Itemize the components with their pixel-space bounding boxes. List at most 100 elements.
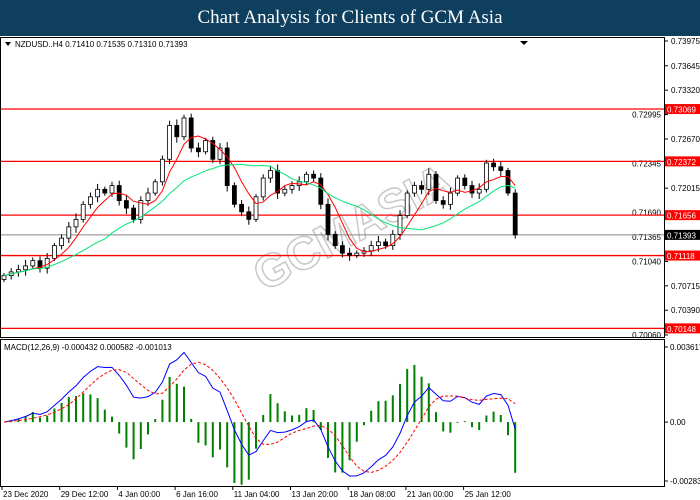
y-tick-label: 0.73975 xyxy=(671,37,700,46)
candle-body xyxy=(318,177,324,205)
level-price-label: 0.71118 xyxy=(667,252,695,261)
level-price-label: 0.72372 xyxy=(667,158,696,167)
candle-body xyxy=(95,188,100,198)
candle-body xyxy=(1,275,7,280)
candle-body xyxy=(145,192,151,201)
macd-y-tick-label: 0.00 xyxy=(670,418,686,427)
y-tick-label: 0.70390 xyxy=(671,306,700,315)
y-tick-label: 0.72345 xyxy=(632,159,661,168)
candle-body xyxy=(109,185,115,194)
x-tick-label: 21 Jan 00:00 xyxy=(407,490,454,499)
x-tick-label: 18 Jan 08:00 xyxy=(349,490,396,499)
candle-body xyxy=(210,140,216,160)
candle-body xyxy=(52,245,57,259)
candle-body xyxy=(231,185,237,205)
y-tick-label: 0.70715 xyxy=(671,282,700,291)
candle-body xyxy=(131,207,137,220)
candle-body xyxy=(203,140,209,153)
candle-body xyxy=(188,117,194,149)
candle-body xyxy=(303,173,309,183)
candle-body xyxy=(73,218,79,228)
candle-body xyxy=(368,245,374,252)
candle-body xyxy=(483,162,489,190)
level-price-label: 0.73069 xyxy=(667,106,696,115)
candle-body xyxy=(447,192,453,205)
candle-body xyxy=(419,185,425,190)
y-tick-label: 0.71365 xyxy=(632,233,661,242)
macd-y-tick-label: 0.003617 xyxy=(670,343,700,352)
current-price-tag xyxy=(665,229,700,240)
candle-body xyxy=(455,177,461,194)
candle-body xyxy=(476,188,482,194)
candle-body xyxy=(267,170,273,179)
x-tick-label: 25 Jan 12:00 xyxy=(465,490,512,499)
level-price-tag xyxy=(665,250,700,261)
level-price-label: 0.71656 xyxy=(667,212,696,221)
candle-body xyxy=(167,125,173,160)
candle-body xyxy=(469,185,475,194)
candle-body xyxy=(246,211,252,220)
candle-body xyxy=(159,158,165,183)
signal-line xyxy=(3,361,516,473)
y-tick-label: 0.72015 xyxy=(671,184,700,193)
candle-body xyxy=(174,125,180,138)
macd-line xyxy=(3,351,516,477)
candle-body xyxy=(462,177,468,186)
macd-label: MACD(12,26,9) -0.000432 0.000582 -0.0010… xyxy=(4,343,172,352)
candle-body xyxy=(253,196,259,220)
candle-body xyxy=(491,162,497,168)
level-price-tag xyxy=(665,210,700,221)
candle-body xyxy=(512,192,518,236)
candle-body xyxy=(80,203,86,220)
y-tick-label: 0.71040 xyxy=(632,257,661,266)
candle-body xyxy=(375,241,381,247)
candle-body xyxy=(347,252,353,256)
symbol-dropdown-icon xyxy=(5,42,11,46)
candle-body xyxy=(66,226,72,239)
level-price-tag xyxy=(665,104,700,115)
x-tick-label: 4 Jan 00:00 xyxy=(118,490,160,499)
level-price-tag xyxy=(665,323,700,334)
candle-body xyxy=(282,188,288,194)
candle-body xyxy=(102,188,108,194)
candle-body xyxy=(332,233,338,247)
macd-pane-frame xyxy=(0,339,665,487)
candle-body xyxy=(383,241,389,247)
candle-body xyxy=(397,215,403,235)
y-tick-label: 0.71690 xyxy=(632,209,661,218)
candle-body xyxy=(339,245,345,254)
candle-body xyxy=(426,173,432,190)
candle-body xyxy=(88,196,93,205)
candle-body xyxy=(260,177,266,198)
candle-body xyxy=(23,265,29,271)
price-chart[interactable]: GCMASIA0.739750.736450.733200.729950.726… xyxy=(0,36,700,500)
page-title: Chart Analysis for Clients of GCM Asia xyxy=(0,0,700,36)
symbol-label: NZDUSD..H4 0.71410 0.71535 0.71310 0.713… xyxy=(15,40,188,49)
candle-body xyxy=(152,181,158,194)
candle-body xyxy=(311,173,317,179)
candle-body xyxy=(138,200,144,220)
candle-body xyxy=(354,252,360,256)
candle-body xyxy=(124,200,129,209)
level-price-label: 0.70148 xyxy=(667,325,696,334)
candle-body xyxy=(275,170,281,194)
y-tick-label: 0.73320 xyxy=(671,86,700,95)
x-tick-label: 23 Dec 2020 xyxy=(3,490,49,499)
moving-average-fast xyxy=(3,135,516,277)
candle-body xyxy=(15,269,21,273)
candle-body xyxy=(390,233,396,247)
y-tick-label: 0.72995 xyxy=(632,111,661,120)
candle-body xyxy=(325,203,331,235)
candle-body xyxy=(505,170,511,194)
moving-average-slow xyxy=(3,163,516,277)
x-tick-label: 29 Dec 12:00 xyxy=(61,490,109,499)
candle-body xyxy=(404,192,410,216)
x-tick-label: 6 Jan 16:00 xyxy=(176,490,218,499)
candle-body xyxy=(30,260,36,267)
macd-y-tick-label: -0.002836 xyxy=(670,477,700,486)
candle-body xyxy=(433,173,439,201)
candle-body xyxy=(289,185,295,190)
candle-body xyxy=(59,237,64,247)
candle-body xyxy=(440,200,446,205)
candle-body xyxy=(498,166,504,171)
